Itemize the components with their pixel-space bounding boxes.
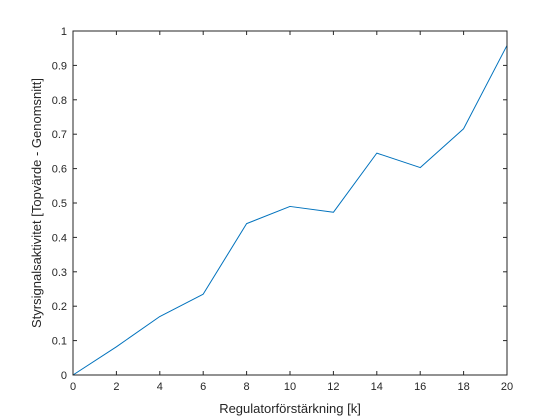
x-tick-label: 2 — [113, 381, 119, 393]
y-tick-label: 0.2 — [52, 301, 67, 313]
plot-area — [73, 31, 507, 375]
y-tick-label: 0.7 — [52, 129, 67, 141]
y-tick-label: 0 — [61, 370, 67, 382]
x-tick-label: 20 — [501, 381, 513, 393]
y-tick-label: 0.4 — [52, 232, 67, 244]
y-axis-label: Styrsignalsaktivitet [Topvärde - Genomsn… — [29, 78, 44, 328]
y-tick-label: 1 — [61, 26, 67, 38]
y-tick-label: 0.6 — [52, 164, 67, 176]
y-tick-label: 0.8 — [52, 95, 67, 107]
axes-box — [72, 30, 508, 376]
x-axis-label: Regulatorförstärkning [k] — [219, 401, 361, 416]
x-tick-label: 18 — [457, 381, 469, 393]
x-tick-label: 4 — [157, 381, 163, 393]
x-tick-label: 16 — [414, 381, 426, 393]
y-tick-label: 0.3 — [52, 267, 67, 279]
x-tick-label: 6 — [200, 381, 206, 393]
x-tick-label: 8 — [244, 381, 250, 393]
series-line-0 — [72, 45, 508, 376]
x-tick-label: 12 — [327, 381, 339, 393]
tick-labels-layer: 0 2 4 6 8 10 12 14 16 18 20 0 0.1 0.2 0.3 0.4 0.5 0.6 0.7 0… — [52, 26, 513, 393]
y-tick-label: 0.5 — [52, 198, 67, 210]
y-tick-label: 0.1 — [52, 336, 67, 348]
x-tick-label: 10 — [284, 381, 296, 393]
y-tick-label: 0.9 — [52, 60, 67, 72]
x-tick-label: 0 — [70, 381, 76, 393]
x-tick-label: 14 — [371, 381, 383, 393]
series-layer — [72, 45, 508, 376]
